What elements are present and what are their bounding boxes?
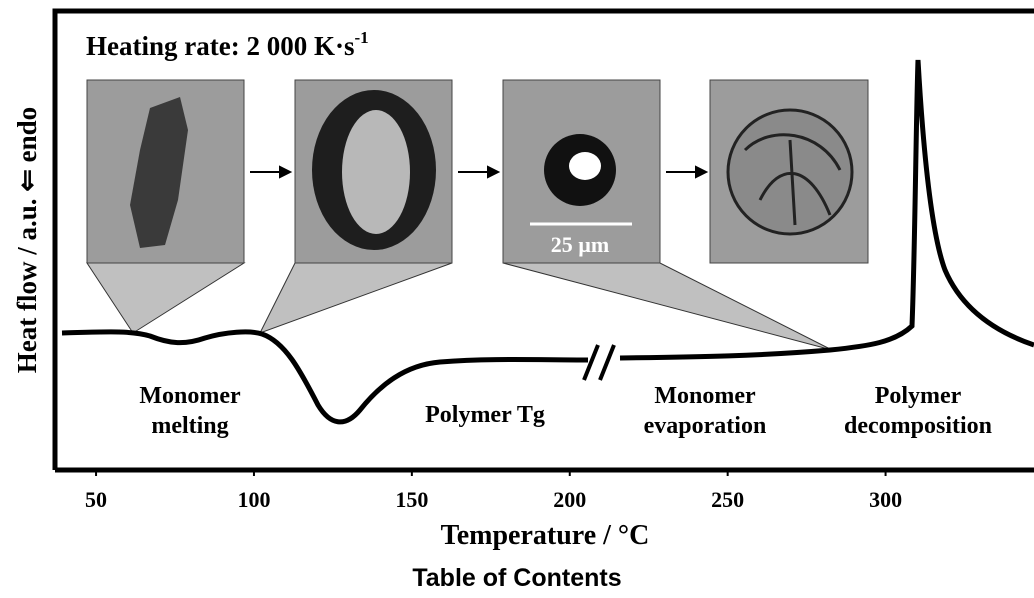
annotation-line: Monomer (139, 383, 241, 409)
caption: Table of Contents (412, 564, 621, 592)
micrograph-4 (710, 80, 868, 263)
connector (503, 263, 832, 350)
title-superscript: -1 (354, 28, 368, 47)
micrograph-1 (87, 80, 244, 263)
axis-break (584, 345, 614, 380)
annotation-line: Monomer (654, 383, 756, 409)
annotation-line: evaporation (644, 413, 767, 439)
annotation: Polymer decomposition (844, 383, 992, 439)
micrograph-2 (295, 80, 452, 263)
x-tick-label: 200 (553, 487, 586, 512)
chart-title: Heating rate: 2 000 K·s-1 (86, 28, 369, 61)
micrograph-3: 25 µm (503, 80, 660, 263)
scale-bar-label: 25 µm (551, 232, 610, 257)
connector (260, 263, 452, 333)
x-tick-label: 250 (711, 487, 744, 512)
x-tick-label: 100 (237, 487, 270, 512)
annotation-line: Polymer (875, 383, 962, 409)
title-main: Heating rate: 2 000 K·s (86, 31, 354, 61)
annotation-line: Polymer Tg (425, 402, 545, 428)
x-tick-label: 300 (869, 487, 902, 512)
page: {"chart_data": {"type": "line", "title":… (0, 0, 1034, 598)
x-tick-label: 50 (85, 487, 107, 512)
annotation: Polymer Tg (425, 402, 545, 428)
figure: Heating rate: 2 000 K·s-1 25 µm Heat flo… (0, 0, 1034, 598)
annotation: Monomer melting (139, 383, 241, 439)
x-axis-label: Temperature / °C (441, 520, 650, 551)
y-axis-label: Heat flow / a.u. ⇐ endo (12, 107, 42, 373)
annotation: Monomer evaporation (644, 383, 767, 439)
connector (87, 263, 244, 333)
annotation-line: decomposition (844, 413, 992, 439)
x-tick-label: 150 (395, 487, 428, 512)
annotation-line: melting (151, 413, 228, 439)
